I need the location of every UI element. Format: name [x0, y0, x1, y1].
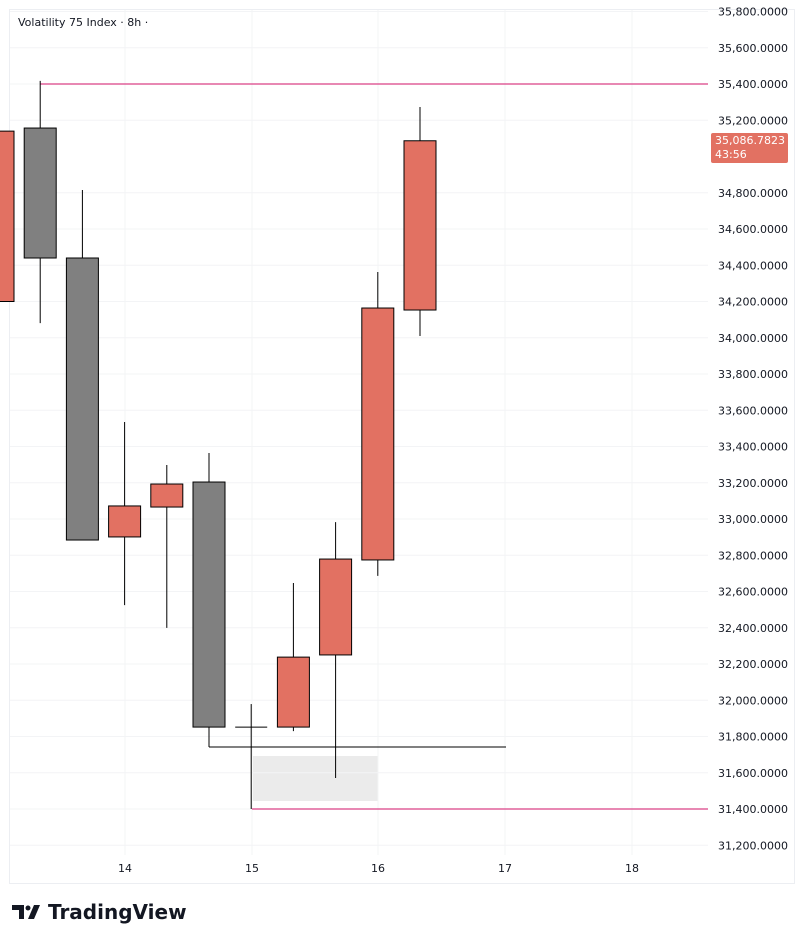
- x-axis-label: 15: [245, 862, 259, 875]
- chart-frame: [9, 9, 795, 884]
- candle[interactable]: [319, 522, 353, 779]
- y-axis-label: 32,000.0000: [718, 694, 788, 707]
- y-axis-label: 33,400.0000: [718, 441, 788, 454]
- y-axis-label: 32,600.0000: [718, 586, 788, 599]
- y-axis-label: 34,600.0000: [718, 223, 788, 236]
- current-price-label: 35,086.7823 43:56: [711, 133, 788, 163]
- candle-body: [403, 140, 437, 311]
- y-axis-label: 35,400.0000: [718, 78, 788, 91]
- y-axis-label: 33,000.0000: [718, 513, 788, 526]
- y-axis-label: 35,800.0000: [718, 6, 788, 19]
- bar-countdown: 43:56: [715, 148, 747, 161]
- y-axis-label: 33,200.0000: [718, 477, 788, 490]
- candle-body: [319, 558, 353, 656]
- y-axis-label: 35,600.0000: [718, 42, 788, 55]
- y-axis-label: 31,800.0000: [718, 731, 788, 744]
- candle-body: [65, 257, 99, 541]
- candle-body: [361, 307, 395, 561]
- candle[interactable]: [150, 464, 184, 628]
- candle[interactable]: [235, 704, 268, 809]
- candle-body: [192, 481, 226, 728]
- candle[interactable]: [192, 453, 226, 748]
- y-axis-label: 34,400.0000: [718, 259, 788, 272]
- candle-body: [108, 505, 142, 538]
- x-axis-label: 14: [118, 862, 132, 875]
- x-axis-label: 18: [625, 862, 639, 875]
- y-axis-label: 34,000.0000: [718, 332, 788, 345]
- candle[interactable]: [65, 190, 99, 541]
- y-axis-label: 33,800.0000: [718, 368, 788, 381]
- y-axis-label: 34,800.0000: [718, 187, 788, 200]
- y-axis-label: 32,400.0000: [718, 622, 788, 635]
- candle[interactable]: [276, 582, 310, 732]
- y-axis-label: 35,200.0000: [718, 114, 788, 127]
- x-axis-label: 17: [498, 862, 512, 875]
- y-axis-label: 32,200.0000: [718, 658, 788, 671]
- candle-body: [276, 656, 310, 728]
- candle[interactable]: [403, 107, 437, 336]
- y-axis-label: 31,400.0000: [718, 803, 788, 816]
- highlight-zone: [253, 756, 378, 801]
- tradingview-logo-icon: [12, 905, 40, 919]
- y-axis-label: 32,800.0000: [718, 549, 788, 562]
- candle-body: [150, 483, 184, 508]
- symbol-title: Volatility 75 Index · 8h ·: [18, 16, 149, 29]
- candle-body: [0, 130, 15, 302]
- candle-body: [23, 127, 57, 259]
- brand-name: TradingView: [48, 900, 187, 924]
- tradingview-logo[interactable]: TradingView: [12, 900, 187, 924]
- candle[interactable]: [0, 129, 15, 310]
- current-price: 35,086.7823: [715, 134, 785, 147]
- y-axis-label: 33,600.0000: [718, 404, 788, 417]
- candle[interactable]: [361, 271, 395, 576]
- y-axis-label: 31,200.0000: [718, 839, 788, 852]
- x-axis-label: 16: [371, 862, 385, 875]
- candle[interactable]: [108, 422, 142, 606]
- candle[interactable]: [23, 80, 57, 324]
- y-axis-label: 31,600.0000: [718, 767, 788, 780]
- y-axis-label: 34,200.0000: [718, 296, 788, 309]
